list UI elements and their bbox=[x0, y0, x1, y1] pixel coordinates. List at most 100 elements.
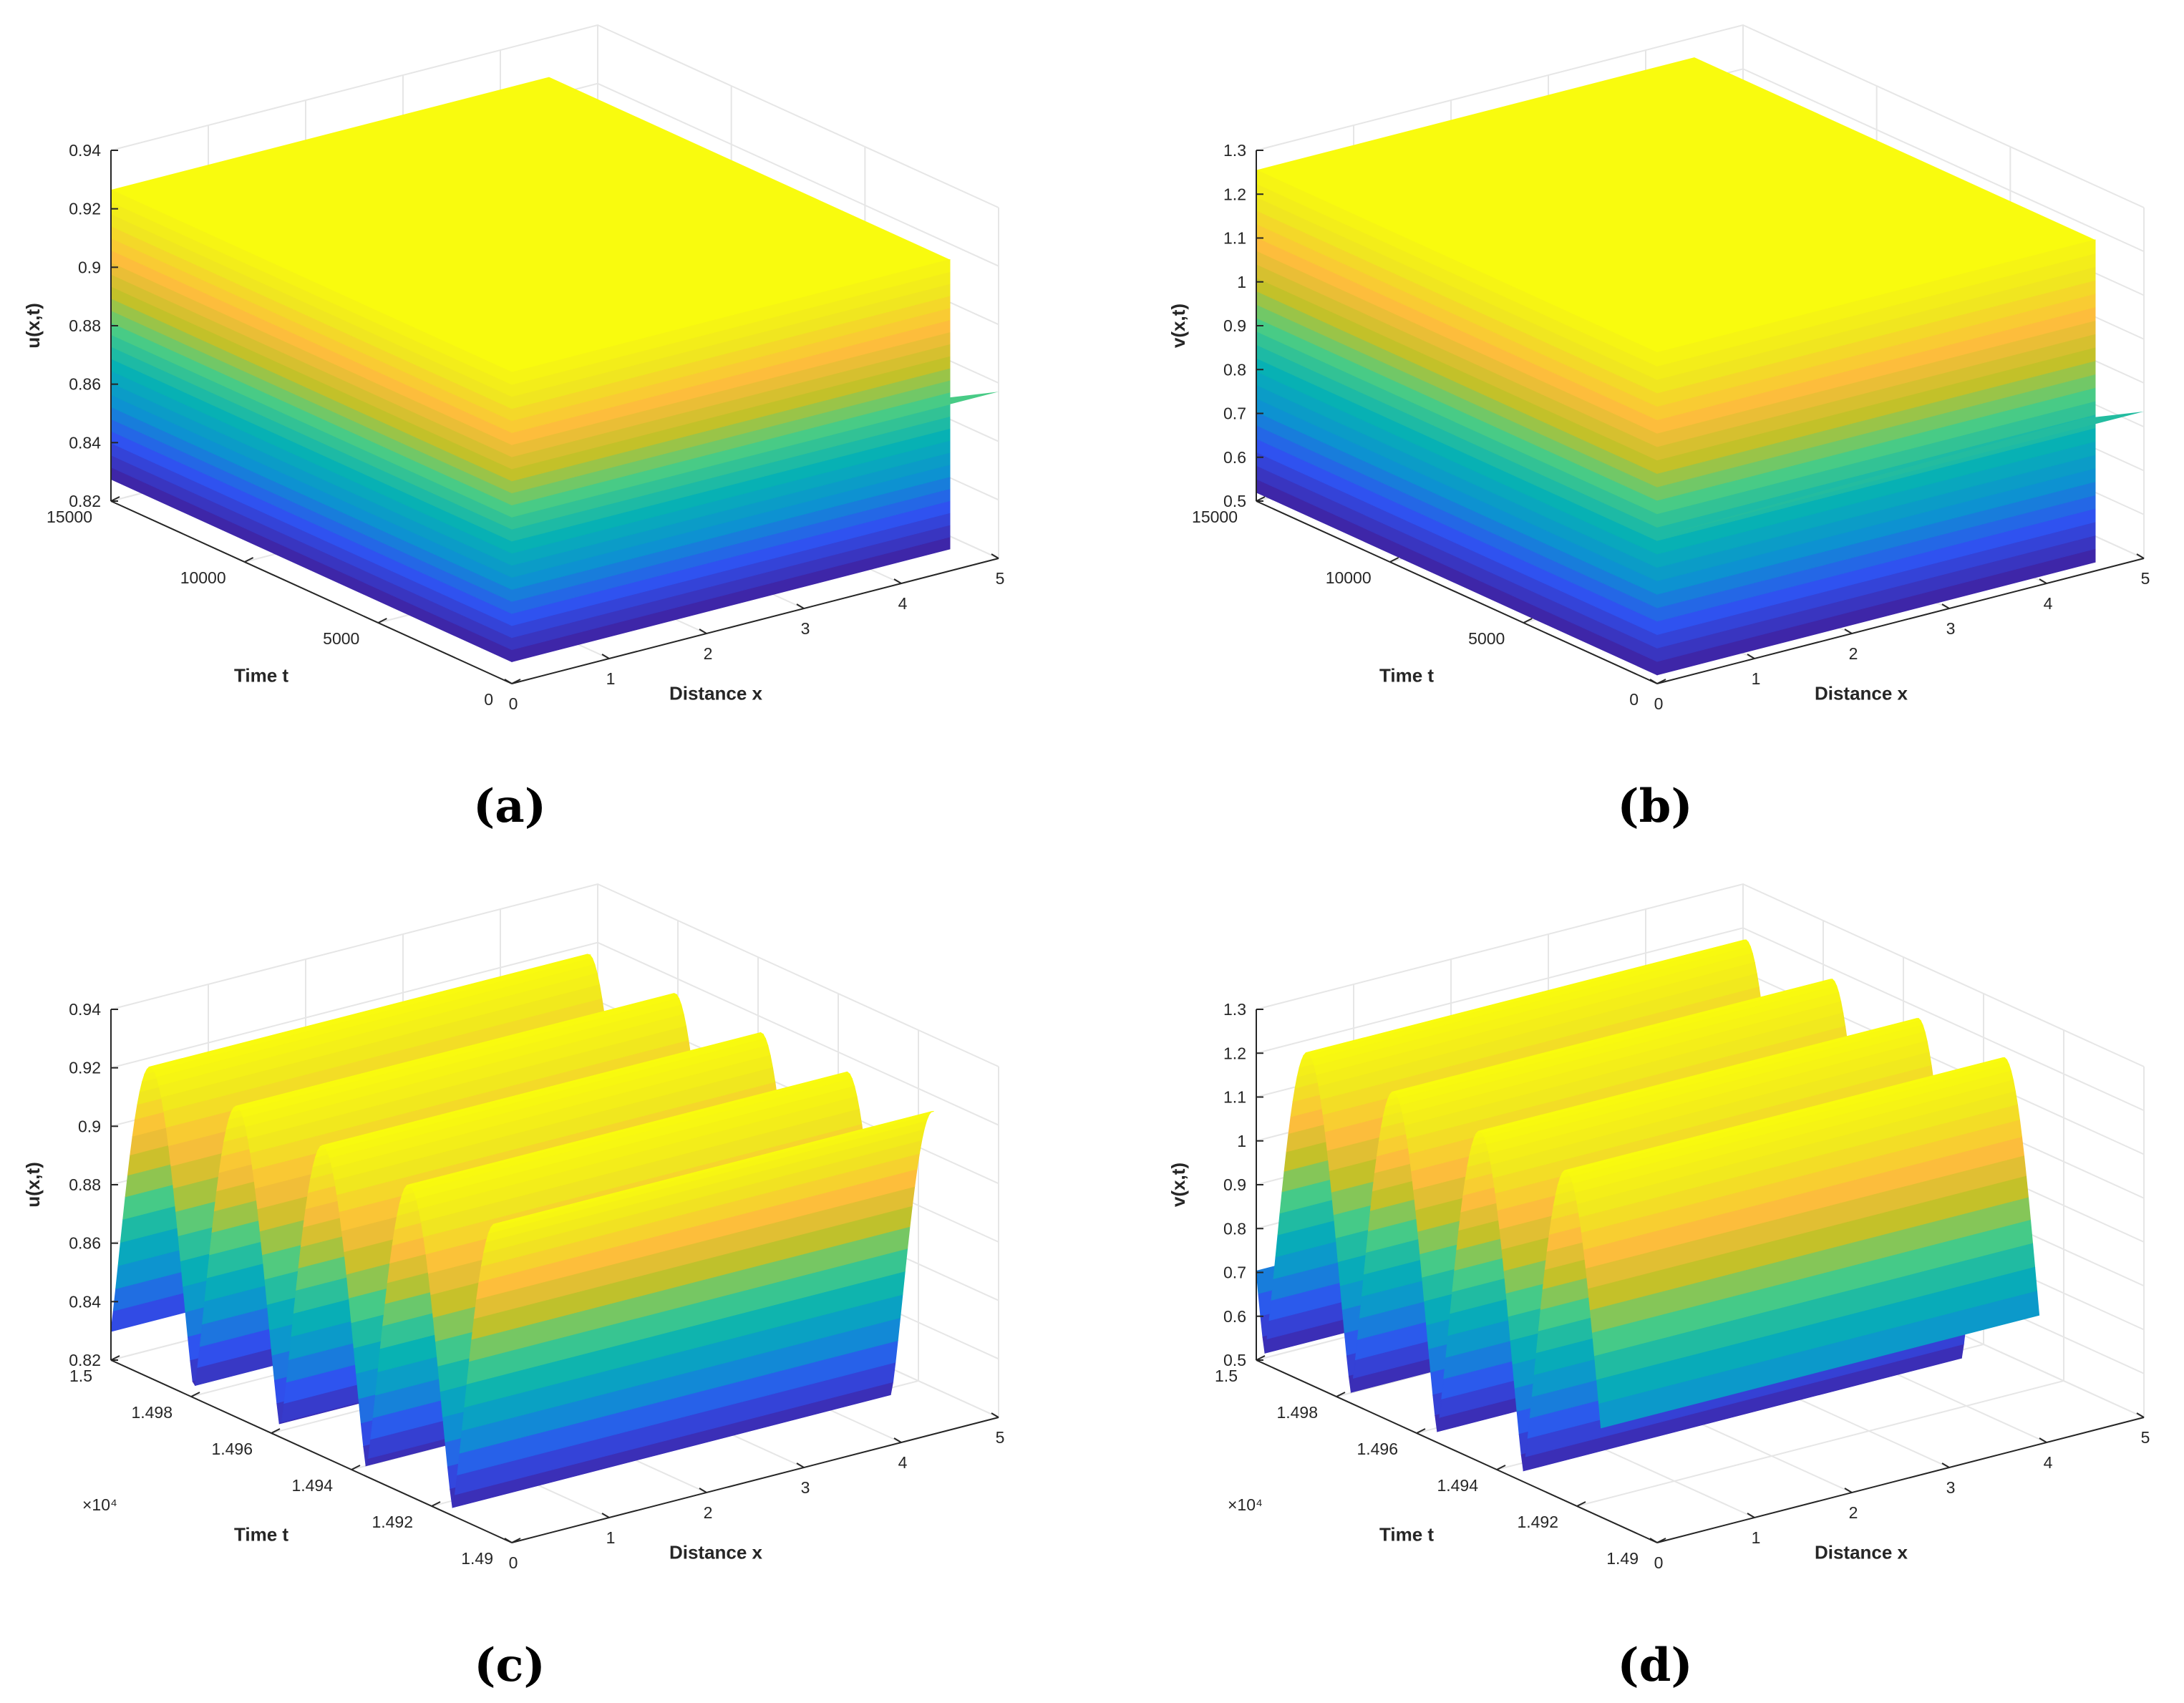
x-tick-label: 2 bbox=[1849, 1503, 1858, 1522]
z-tick-label: 1.2 bbox=[1223, 185, 1246, 203]
y-exponent-label: ×10⁴ bbox=[82, 1495, 117, 1514]
subplot-2: 0.5 0.6 0.7 0.8 0.9 1 1.1 1.2 1.3 0 5000 10000 15000… bbox=[1168, 24, 2150, 833]
y-tick-label: 10000 bbox=[1326, 568, 1372, 587]
surface bbox=[110, 954, 934, 1508]
x-tick-label: 0 bbox=[509, 694, 518, 713]
axes: 0.82 0.84 0.86 0.88 0.9 0.92 0.94 1.49 1.492 1.49… bbox=[69, 1000, 1004, 1572]
y-tick-label: 10000 bbox=[180, 568, 226, 587]
z-axis-label: v(x,t) bbox=[1168, 304, 1189, 348]
axes: 0.820.840.860.880.90.920.940500010000150… bbox=[47, 141, 1004, 713]
z-tick-label: 0.5 bbox=[1223, 1351, 1246, 1369]
surface-initial-sheet bbox=[1657, 411, 2144, 537]
surface-strip bbox=[493, 1110, 934, 1225]
z-tick-label: 0.7 bbox=[1223, 1263, 1246, 1282]
y-axis-line bbox=[1256, 500, 1658, 684]
z-tick-label: 0.84 bbox=[69, 1292, 101, 1311]
y-axis-label: Time t bbox=[1379, 1524, 1434, 1546]
z-tick-label: 0.7 bbox=[1223, 404, 1246, 423]
z-tick-label: 1.2 bbox=[1223, 1044, 1246, 1062]
y-exponent-label: ×10⁴ bbox=[1228, 1495, 1263, 1514]
y-tick-label: 1.5 bbox=[69, 1367, 92, 1385]
x-axis-label: Distance x bbox=[1815, 1542, 1908, 1563]
z-tick-label: 1.3 bbox=[1223, 1000, 1246, 1019]
y-tick-label: 1.49 bbox=[1606, 1549, 1639, 1568]
x-axis-line bbox=[511, 558, 999, 684]
z-tick-label: 0.84 bbox=[69, 433, 101, 452]
y-tick-label: 1.492 bbox=[372, 1513, 413, 1531]
y-tick-label: 1.492 bbox=[1517, 1513, 1558, 1531]
subplot-caption: (c) bbox=[474, 1639, 545, 1692]
z-tick-label: 0.86 bbox=[69, 375, 101, 394]
z-tick-label: 0.5 bbox=[1223, 492, 1246, 510]
x-tick-label: 2 bbox=[1849, 644, 1858, 663]
x-tick-label: 1 bbox=[606, 669, 616, 688]
x-tick-label: 3 bbox=[1946, 1478, 1956, 1497]
z-axis-label: u(x,t) bbox=[22, 303, 44, 349]
x-axis-line bbox=[1656, 1417, 2145, 1543]
z-axis-label: v(x,t) bbox=[1168, 1163, 1189, 1207]
y-axis-label: Time t bbox=[1379, 665, 1434, 686]
x-tick-label: 1 bbox=[606, 1528, 616, 1547]
x-axis-label: Distance x bbox=[1815, 683, 1908, 704]
x-axis-line bbox=[511, 1417, 999, 1543]
y-axis-line bbox=[1256, 1359, 1658, 1543]
z-tick-label: 0.9 bbox=[78, 1117, 101, 1135]
x-tick-label: 2 bbox=[704, 1503, 713, 1522]
z-tick-label: 0.8 bbox=[1223, 1219, 1246, 1238]
x-tick-label: 5 bbox=[2141, 1428, 2150, 1447]
y-tick-label: 0 bbox=[484, 690, 493, 709]
subplot-3: 0.82 0.84 0.86 0.88 0.9 0.92 0.94 1.49 1.492 1.49… bbox=[22, 883, 1004, 1692]
y-axis-label: Time t bbox=[234, 1524, 288, 1546]
surface-top-face bbox=[111, 77, 950, 373]
x-tick-label: 3 bbox=[801, 1478, 810, 1497]
x-tick-label: 0 bbox=[1654, 694, 1664, 713]
z-tick-label: 0.82 bbox=[69, 492, 101, 510]
z-tick-label: 0.9 bbox=[1223, 316, 1246, 335]
y-tick-label: 1.496 bbox=[211, 1440, 253, 1458]
y-tick-label: 1.496 bbox=[1356, 1440, 1398, 1458]
surface-initial-sheet bbox=[512, 392, 999, 518]
y-tick-label: 1.49 bbox=[461, 1549, 493, 1568]
x-axis-line bbox=[1656, 558, 2145, 684]
x-tick-label: 1 bbox=[1752, 669, 1761, 688]
z-tick-label: 1 bbox=[1237, 1132, 1246, 1150]
y-tick-label: 1.498 bbox=[131, 1403, 173, 1422]
x-tick-label: 4 bbox=[898, 594, 908, 613]
z-tick-label: 0.9 bbox=[78, 258, 101, 276]
z-tick-label: 0.8 bbox=[1223, 360, 1246, 379]
subplot-caption: (d) bbox=[1617, 1639, 1692, 1692]
y-tick-label: 5000 bbox=[323, 629, 359, 648]
z-tick-label: 0.94 bbox=[69, 1000, 101, 1019]
y-axis-label: Time t bbox=[234, 665, 288, 686]
z-tick-label: 0.88 bbox=[69, 1175, 101, 1194]
x-tick-label: 3 bbox=[1946, 619, 1956, 638]
subplot-1: 0.820.840.860.880.90.920.940500010000150… bbox=[22, 24, 1004, 833]
z-tick-label: 0.82 bbox=[69, 1351, 101, 1369]
axes: 0.5 0.6 0.7 0.8 0.9 1 1.1 1.2 1.3 1.49 1.492 1.494 1… bbox=[1215, 1000, 2150, 1572]
surface-side-band bbox=[511, 258, 951, 385]
x-tick-label: 5 bbox=[996, 569, 1005, 588]
surface-side-band bbox=[1656, 239, 2096, 367]
z-tick-label: 1.1 bbox=[1223, 1088, 1246, 1107]
x-tick-label: 0 bbox=[509, 1553, 518, 1572]
x-tick-label: 4 bbox=[2044, 594, 2053, 613]
subplot-caption: (b) bbox=[1617, 780, 1692, 833]
z-tick-label: 0.94 bbox=[69, 141, 101, 160]
z-tick-label: 0.6 bbox=[1223, 1307, 1246, 1326]
y-tick-label: 15000 bbox=[47, 508, 92, 526]
y-axis-line bbox=[110, 1359, 513, 1543]
z-axis-label: u(x,t) bbox=[22, 1162, 44, 1208]
z-tick-label: 0.92 bbox=[69, 200, 101, 218]
x-tick-label: 4 bbox=[898, 1453, 908, 1472]
surface bbox=[1256, 939, 2040, 1472]
y-tick-label: 1.5 bbox=[1215, 1367, 1238, 1385]
z-tick-label: 1 bbox=[1237, 273, 1246, 291]
z-tick-label: 0.92 bbox=[69, 1059, 101, 1077]
subplot-4: 0.5 0.6 0.7 0.8 0.9 1 1.1 1.2 1.3 1.49 1.492 1.494 1… bbox=[1168, 883, 2150, 1692]
y-axis-line bbox=[110, 500, 513, 684]
x-tick-label: 0 bbox=[1654, 1553, 1664, 1572]
y-tick-label: 1.494 bbox=[1437, 1476, 1478, 1495]
x-axis-label: Distance x bbox=[669, 683, 763, 704]
surface bbox=[110, 77, 999, 663]
